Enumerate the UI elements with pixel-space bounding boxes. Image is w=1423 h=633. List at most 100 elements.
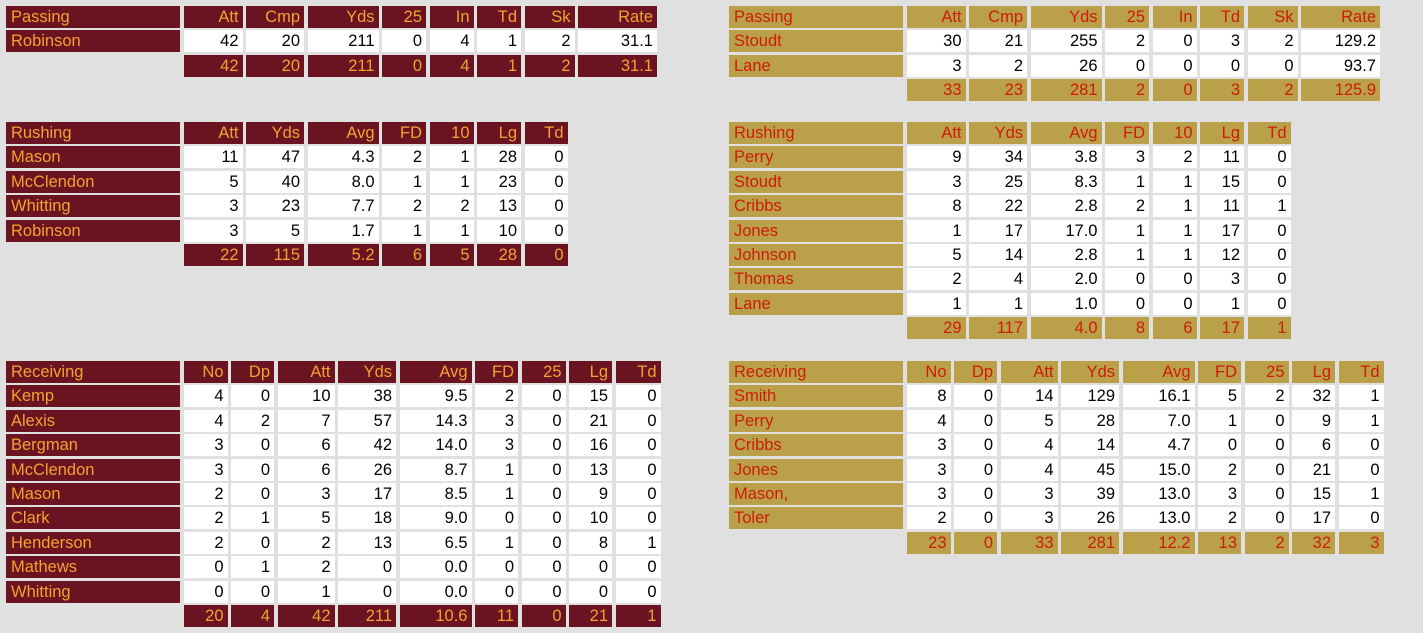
column-header[interactable]: Att (906, 122, 966, 144)
stat-cell: 1 (1198, 409, 1241, 432)
player-name[interactable]: Cribbs (729, 434, 903, 457)
stat-cell: 0 (954, 458, 997, 481)
column-header[interactable]: Avg (399, 361, 472, 383)
stat-cell: 0 (231, 531, 274, 554)
player-name[interactable]: McClendon (6, 458, 180, 481)
player-name[interactable]: Lane (729, 54, 903, 77)
column-header[interactable]: FD (1198, 361, 1241, 383)
player-name[interactable]: Johnson (729, 243, 903, 266)
player-name[interactable]: Robinson (6, 219, 180, 242)
column-header[interactable]: FD (475, 361, 518, 383)
player-name[interactable]: Smith (729, 385, 903, 408)
column-header[interactable]: Att (183, 6, 243, 28)
player-name[interactable]: Perry (729, 146, 903, 169)
column-header[interactable]: Cmp (246, 6, 304, 28)
player-name[interactable]: Alexis (6, 409, 180, 432)
total-cell: 2 (1105, 79, 1149, 102)
player-name[interactable]: Mathews (6, 556, 180, 579)
player-name[interactable]: Jones (729, 219, 903, 242)
column-header[interactable]: Lg (477, 122, 521, 144)
stat-cell: 25 (969, 170, 1027, 193)
column-header[interactable]: Yds (1061, 361, 1119, 383)
column-header[interactable]: Sk (524, 6, 575, 28)
total-cell: 211 (307, 54, 379, 77)
column-header[interactable]: 25 (1244, 361, 1289, 383)
stat-cell: 1.0 (1030, 292, 1102, 315)
player-name[interactable]: Whitting (6, 195, 180, 218)
player-name[interactable]: Whitting (6, 580, 180, 603)
column-header[interactable]: Yds (1030, 6, 1102, 28)
column-header[interactable]: FD (1105, 122, 1149, 144)
stat-cell: 4 (906, 409, 951, 432)
column-header[interactable]: Dp (231, 361, 274, 383)
player-name[interactable]: McClendon (6, 170, 180, 193)
column-header[interactable]: 25 (1105, 6, 1149, 28)
column-header[interactable]: Att (277, 361, 335, 383)
column-header[interactable]: Rate (1301, 6, 1380, 28)
column-header[interactable]: In (1152, 6, 1197, 28)
stat-cell: 3 (1200, 30, 1244, 53)
stat-cell: 0 (231, 434, 274, 457)
column-header[interactable]: Dp (954, 361, 997, 383)
player-name[interactable]: Stoudt (729, 30, 903, 53)
column-header[interactable]: Td (615, 361, 661, 383)
column-header[interactable]: Avg (1030, 122, 1102, 144)
column-header[interactable]: FD (382, 122, 426, 144)
player-name[interactable]: Bergman (6, 434, 180, 457)
player-name[interactable]: Stoudt (729, 170, 903, 193)
column-header[interactable]: Lg (1200, 122, 1244, 144)
player-name[interactable]: Cribbs (729, 195, 903, 218)
total-cell: 0 (382, 54, 426, 77)
column-header[interactable]: Yds (246, 122, 304, 144)
column-header[interactable]: Avg (307, 122, 379, 144)
stat-cell: 2 (183, 507, 228, 530)
column-header[interactable]: In (429, 6, 474, 28)
column-header[interactable]: Lg (1292, 361, 1335, 383)
player-name[interactable]: Kemp (6, 385, 180, 408)
stat-cell: 32 (1292, 385, 1335, 408)
player-name[interactable]: Henderson (6, 531, 180, 554)
column-header[interactable]: Avg (1122, 361, 1195, 383)
column-header[interactable]: No (906, 361, 951, 383)
column-header[interactable]: 25 (521, 361, 566, 383)
column-header[interactable]: Td (524, 122, 568, 144)
column-header[interactable]: Lg (569, 361, 612, 383)
stat-cell: 0 (1247, 146, 1291, 169)
column-header[interactable]: 10 (429, 122, 474, 144)
player-name[interactable]: Mason (6, 146, 180, 169)
column-header[interactable]: No (183, 361, 228, 383)
total-cell: 32 (1292, 531, 1335, 554)
stat-cell: 30 (906, 30, 966, 53)
player-name[interactable]: Robinson (6, 30, 180, 53)
stat-cell: 2 (1105, 195, 1149, 218)
player-name[interactable]: Mason, (729, 482, 903, 505)
stat-cell: 3 (475, 409, 518, 432)
column-header[interactable]: Td (1247, 122, 1291, 144)
column-header[interactable]: Yds (338, 361, 396, 383)
player-name[interactable]: Thomas (729, 268, 903, 291)
column-header[interactable]: Att (906, 6, 966, 28)
column-header[interactable]: Cmp (969, 6, 1027, 28)
stat-cell: 1 (277, 580, 335, 603)
column-header[interactable]: Rate (578, 6, 657, 28)
stat-cell: 2 (1198, 458, 1241, 481)
player-name[interactable]: Perry (729, 409, 903, 432)
column-header[interactable]: Td (1338, 361, 1384, 383)
stat-cell: 2 (382, 195, 426, 218)
column-header[interactable]: Att (183, 122, 243, 144)
column-header[interactable]: Yds (969, 122, 1027, 144)
column-header[interactable]: Sk (1247, 6, 1298, 28)
total-cell: 20 (246, 54, 304, 77)
column-header[interactable]: Td (1200, 6, 1244, 28)
column-header[interactable]: Td (477, 6, 521, 28)
column-header[interactable]: Yds (307, 6, 379, 28)
column-header[interactable]: Att (1000, 361, 1058, 383)
column-header[interactable]: 10 (1152, 122, 1197, 144)
player-name[interactable]: Mason (6, 482, 180, 505)
column-header[interactable]: 25 (382, 6, 426, 28)
player-name[interactable]: Lane (729, 292, 903, 315)
player-name[interactable]: Toler (729, 507, 903, 530)
player-name[interactable]: Clark (6, 507, 180, 530)
player-name[interactable]: Jones (729, 458, 903, 481)
total-cell: 42 (277, 604, 335, 627)
